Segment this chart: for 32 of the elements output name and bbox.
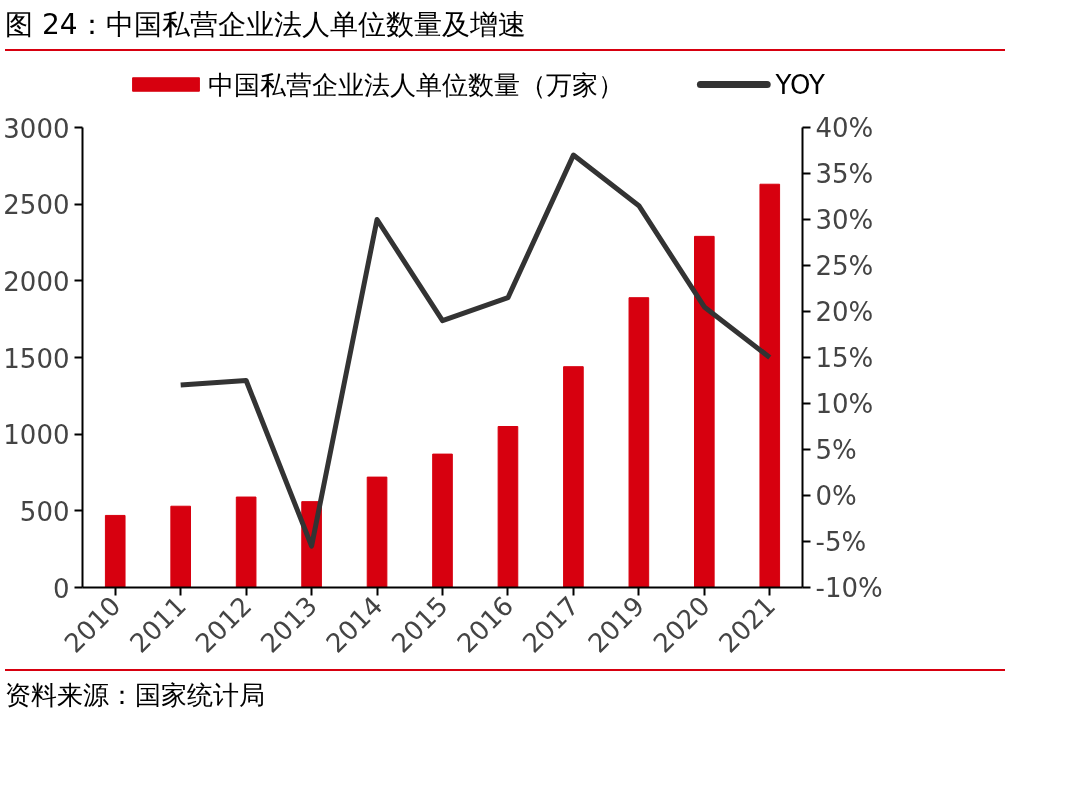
- y2-tick-label: 20%: [815, 296, 874, 327]
- bar: [366, 476, 388, 588]
- y2-tick-label: -5%: [815, 526, 867, 557]
- bar: [563, 366, 584, 588]
- y2-tick-label: 25%: [815, 250, 874, 281]
- bar: [694, 235, 715, 588]
- y-tick-label: 500: [19, 496, 70, 527]
- y2-tick-label: 30%: [815, 204, 874, 235]
- chart-title: 图 24：中国私营企业法人单位数量及增速: [5, 7, 526, 43]
- y2-tick-label: 10%: [815, 388, 874, 419]
- y2-tick-label: 35%: [815, 158, 874, 189]
- y2-tick-label: 5%: [815, 434, 857, 465]
- y2-tick-label: -10%: [815, 572, 883, 603]
- y2-tick-label: 40%: [815, 112, 874, 143]
- bar: [759, 183, 781, 588]
- y2-tick-label: 15%: [815, 342, 874, 373]
- y-tick-label: 1500: [3, 343, 70, 374]
- y-tick-label: 2500: [3, 190, 70, 221]
- legend-label: 中国私营企业法人单位数量（万家）: [207, 69, 624, 100]
- bar: [497, 426, 519, 588]
- y-tick-label: 2000: [3, 266, 70, 297]
- y-tick-label: 0: [52, 573, 70, 604]
- text: 资料来源：国家统计局: [5, 679, 265, 712]
- bar: [235, 496, 257, 588]
- y-tick-label: 1000: [3, 420, 70, 451]
- bar: [104, 514, 126, 588]
- bar: [628, 297, 650, 588]
- y2-tick-label: 0%: [815, 480, 857, 511]
- y-tick-label: 3000: [3, 113, 70, 144]
- bar: [432, 453, 453, 588]
- legend-label: YOY: [774, 69, 826, 100]
- bar: [170, 505, 191, 588]
